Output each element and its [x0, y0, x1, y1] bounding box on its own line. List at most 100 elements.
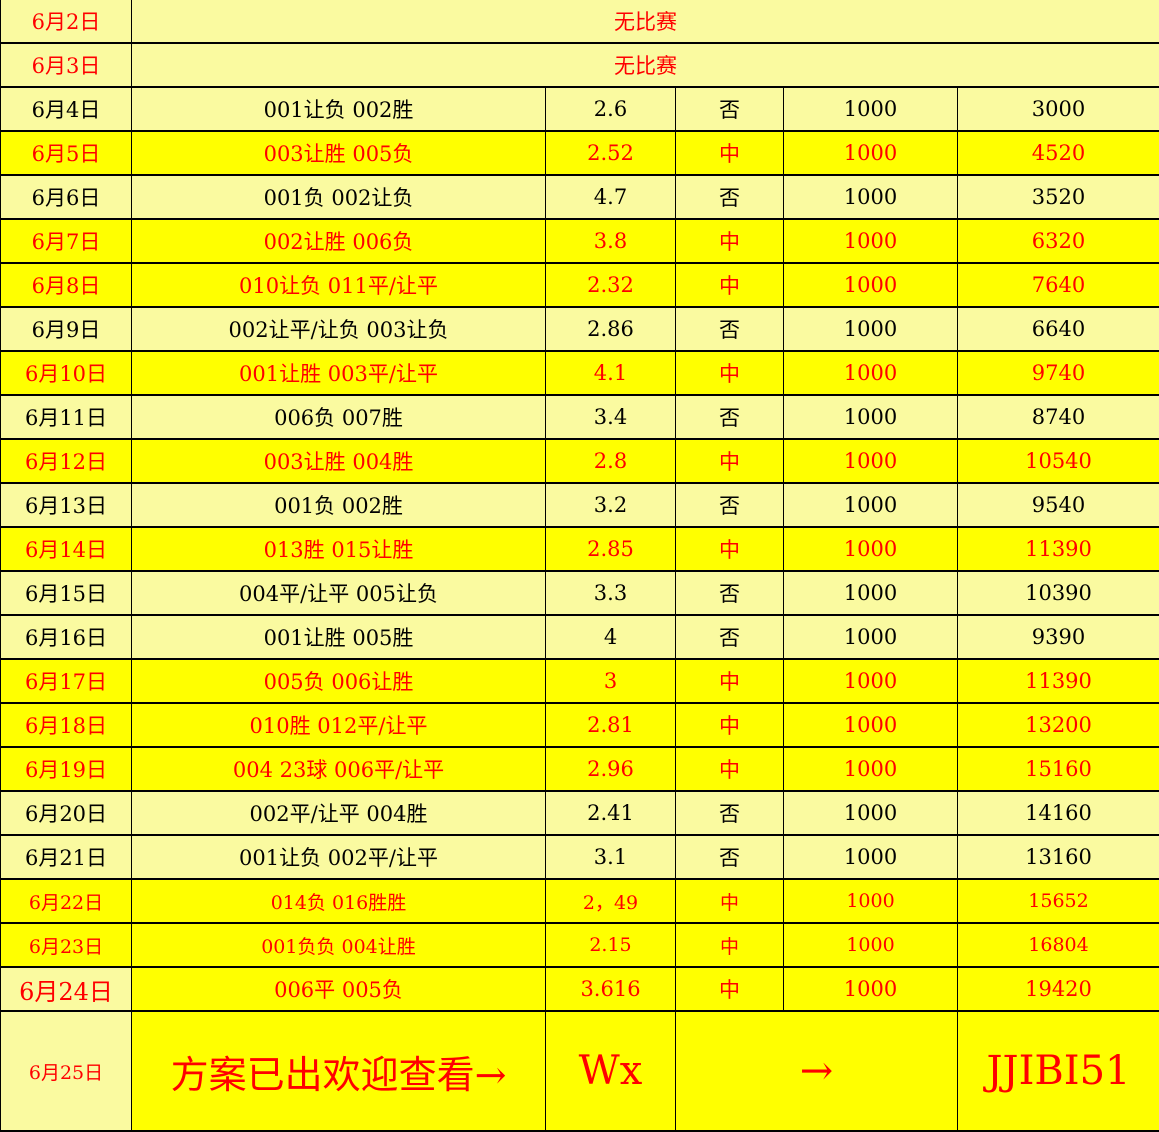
odds-cell: 3.4	[545, 394, 676, 440]
odds-cell: 2.6	[545, 86, 676, 132]
total-cell: 9390	[956, 614, 1159, 660]
pick-cell: 004 23球 006平/让平	[131, 746, 546, 792]
result-cell: 否	[675, 834, 784, 880]
pick-cell: 010胜 012平/让平	[131, 702, 546, 748]
table-row: 6月5日 003让胜 005负 2.52 中 1000 4520	[0, 130, 1159, 176]
arrow-icon: →	[675, 1010, 958, 1132]
date-cell: 6月11日	[0, 394, 132, 440]
table-row: 6月3日 无比赛	[0, 42, 1159, 88]
total-cell: 11390	[956, 526, 1159, 572]
total-cell: 10540	[956, 438, 1159, 484]
stake-cell: 1000	[783, 834, 958, 880]
odds-cell: 3.3	[545, 570, 676, 616]
date-cell: 6月13日	[0, 482, 132, 528]
total-cell: 9540	[956, 482, 1159, 528]
table-row: 6月16日 001让胜 005胜 4 否 1000 9390	[0, 614, 1159, 660]
total-cell: 13160	[956, 834, 1159, 880]
date-cell: 6月3日	[0, 42, 132, 88]
table-row: 6月18日 010胜 012平/让平 2.81 中 1000 13200	[0, 702, 1159, 748]
result-cell: 否	[675, 614, 784, 660]
odds-cell: 2.32	[545, 262, 676, 308]
pick-cell: 002让胜 006负	[131, 218, 546, 264]
date-cell: 6月24日	[0, 966, 132, 1012]
date-cell: 6月9日	[0, 306, 132, 352]
odds-cell: 2.81	[545, 702, 676, 748]
stake-cell: 1000	[783, 526, 958, 572]
total-cell: 13200	[956, 702, 1159, 748]
total-cell: 11390	[956, 658, 1159, 704]
pick-cell: 001负负 004让胜	[131, 922, 546, 968]
stake-cell: 1000	[783, 438, 958, 484]
total-cell: 19420	[956, 966, 1159, 1012]
total-cell: 8740	[956, 394, 1159, 440]
result-cell: 中	[675, 350, 784, 396]
table-row: 6月20日 002平/让平 004胜 2.41 否 1000 14160	[0, 790, 1159, 836]
date-cell: 6月16日	[0, 614, 132, 660]
pick-cell: 002让平/让负 003让负	[131, 306, 546, 352]
stake-cell: 1000	[783, 702, 958, 748]
result-cell: 中	[675, 130, 784, 176]
stake-cell: 1000	[783, 570, 958, 616]
result-cell: 中	[675, 878, 784, 924]
date-cell: 6月10日	[0, 350, 132, 396]
date-cell: 6月4日	[0, 86, 132, 132]
pick-cell: 006平 005负	[131, 966, 546, 1012]
odds-cell: 4.7	[545, 174, 676, 220]
result-cell: 否	[675, 394, 784, 440]
footer-date: 6月25日	[0, 1010, 132, 1132]
total-cell: 15160	[956, 746, 1159, 792]
odds-cell: 2.41	[545, 790, 676, 836]
stake-cell: 1000	[783, 482, 958, 528]
table-row: 6月15日 004平/让平 005让负 3.3 否 1000 10390	[0, 570, 1159, 616]
table-row: 6月9日 002让平/让负 003让负 2.86 否 1000 6640	[0, 306, 1159, 352]
stake-cell: 1000	[783, 218, 958, 264]
table-row: 6月17日 005负 006让胜 3 中 1000 11390	[0, 658, 1159, 704]
date-cell: 6月19日	[0, 746, 132, 792]
date-cell: 6月15日	[0, 570, 132, 616]
table-row: 6月11日 006负 007胜 3.4 否 1000 8740	[0, 394, 1159, 440]
odds-cell: 3	[545, 658, 676, 704]
pick-cell: 001负 002让负	[131, 174, 546, 220]
total-cell: 4520	[956, 130, 1159, 176]
odds-cell: 3.616	[545, 966, 676, 1012]
result-cell: 否	[675, 482, 784, 528]
odds-cell: 2.52	[545, 130, 676, 176]
date-cell: 6月23日	[0, 922, 132, 968]
stake-cell: 1000	[783, 394, 958, 440]
odds-cell: 2.96	[545, 746, 676, 792]
odds-cell: 2.86	[545, 306, 676, 352]
result-cell: 中	[675, 702, 784, 748]
pick-cell: 001让胜 003平/让平	[131, 350, 546, 396]
no-match-note: 无比赛	[130, 0, 1159, 44]
table-row: 6月24日 006平 005负 3.616 中 1000 19420	[0, 966, 1159, 1012]
result-cell: 否	[675, 306, 784, 352]
stake-cell: 1000	[783, 922, 958, 968]
result-cell: 中	[675, 966, 784, 1012]
date-cell: 6月17日	[0, 658, 132, 704]
date-cell: 6月6日	[0, 174, 132, 220]
table-row: 6月12日 003让胜 004胜 2.8 中 1000 10540	[0, 438, 1159, 484]
stake-cell: 1000	[783, 614, 958, 660]
pick-cell: 002平/让平 004胜	[131, 790, 546, 836]
result-cell: 否	[675, 570, 784, 616]
result-cell: 中	[675, 922, 784, 968]
stake-cell: 1000	[783, 86, 958, 132]
odds-cell: 2.85	[545, 526, 676, 572]
footer-id: JJIBI51	[956, 1010, 1159, 1132]
table-row: 6月14日 013胜 015让胜 2.85 中 1000 11390	[0, 526, 1159, 572]
table-row: 6月22日 014负 016胜胜 2，49 中 1000 15652	[0, 878, 1159, 924]
no-match-note: 无比赛	[130, 42, 1159, 88]
stake-cell: 1000	[783, 262, 958, 308]
stake-cell: 1000	[783, 130, 958, 176]
table-row: 6月23日 001负负 004让胜 2.15 中 1000 16804	[0, 922, 1159, 968]
pick-cell: 013胜 015让胜	[131, 526, 546, 572]
table-row: 6月8日 010让负 011平/让平 2.32 中 1000 7640	[0, 262, 1159, 308]
date-cell: 6月2日	[0, 0, 132, 44]
total-cell: 7640	[956, 262, 1159, 308]
odds-cell: 2.15	[545, 922, 676, 968]
odds-cell: 4	[545, 614, 676, 660]
pick-cell: 003让胜 004胜	[131, 438, 546, 484]
odds-cell: 3.1	[545, 834, 676, 880]
pick-cell: 001负 002胜	[131, 482, 546, 528]
table-row: 6月4日 001让负 002胜 2.6 否 1000 3000	[0, 86, 1159, 132]
